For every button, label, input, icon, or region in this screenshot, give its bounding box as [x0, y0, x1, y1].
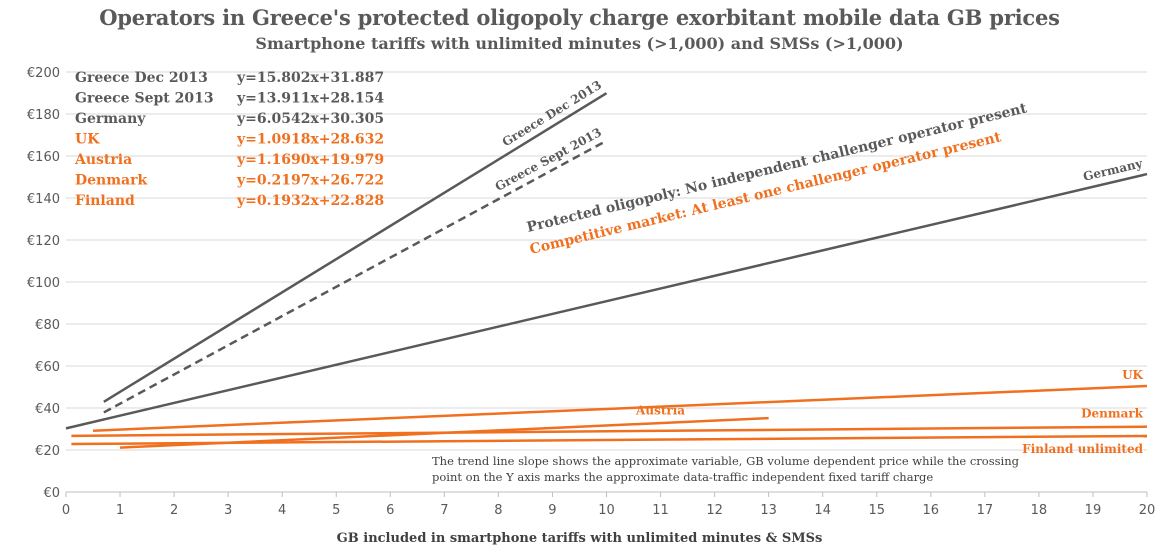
equation-formula: y=6.0542x+30.305: [236, 111, 384, 127]
equation-name: Denmark: [75, 173, 147, 189]
x-tick-label: 12: [706, 503, 723, 518]
series-line-greece-sept-2013: [103, 139, 608, 414]
y-tick-label: €60: [35, 360, 60, 375]
equation-formula: y=1.0918x+28.632: [236, 132, 384, 148]
explanatory-note-line: point on the Y axis marks the approximat…: [432, 470, 933, 484]
series-label: UK: [1122, 368, 1143, 382]
x-tick-label: 13: [760, 503, 777, 518]
chart-subtitle: Smartphone tariffs with unlimited minute…: [255, 34, 904, 53]
equation-formula: y=1.1690x+19.979: [236, 152, 384, 168]
equation-name: Austria: [74, 152, 132, 168]
y-tick-label: €180: [27, 108, 60, 123]
x-tick-label: 9: [548, 503, 556, 518]
x-tick-label: 10: [598, 503, 615, 518]
market-annotation: Competitive market: At least one challen…: [528, 129, 1003, 258]
series-label: Finland unlimited: [1022, 442, 1143, 456]
x-tick-label: 19: [1085, 503, 1102, 518]
equation-formula: y=13.911x+28.154: [236, 91, 384, 107]
y-tick-label: €100: [27, 276, 60, 291]
x-tick-label: 20: [1139, 503, 1156, 518]
chart-title: Operators in Greece's protected oligopol…: [99, 5, 1060, 30]
y-tick-label: €40: [35, 402, 60, 417]
series-label: Germany: [1082, 156, 1145, 184]
equation-formula: y=0.2197x+26.722: [236, 173, 384, 189]
equation-name: Greece Dec 2013: [75, 70, 208, 86]
series-line-finland: [71, 434, 1148, 446]
x-tick-label: 6: [386, 503, 394, 518]
y-tick-label: €20: [35, 444, 60, 459]
equation-formula: y=15.802x+31.887: [236, 70, 384, 86]
market-annotation: Protected oligopoly: No independent chal…: [525, 100, 1029, 236]
series-label: Denmark: [1081, 407, 1144, 421]
series-line-greece-dec-2013: [103, 92, 608, 403]
equation-name: Finland: [75, 193, 135, 209]
equation-formula: y=0.1932x+22.828: [236, 193, 384, 209]
x-axis-label: GB included in smartphone tariffs with u…: [336, 531, 823, 546]
x-tick-label: 15: [868, 503, 885, 518]
x-tick-label: 2: [170, 503, 178, 518]
y-tick-label: €140: [27, 192, 60, 207]
x-tick-label: 16: [923, 503, 940, 518]
x-tick-label: 0: [62, 503, 70, 518]
y-tick-label: €80: [35, 318, 60, 333]
equation-name: Germany: [75, 111, 146, 127]
series-label: Austria: [635, 403, 685, 417]
x-tick-label: 7: [440, 503, 448, 518]
series-line-denmark: [71, 425, 1148, 438]
equation-name: Greece Sept 2013: [75, 91, 214, 107]
x-tick-label: 11: [652, 503, 669, 518]
x-tick-label: 4: [278, 503, 286, 518]
x-tick-label: 17: [977, 503, 994, 518]
y-tick-label: €120: [27, 234, 60, 249]
x-tick-label: 8: [494, 503, 502, 518]
y-tick-label: €200: [27, 66, 60, 81]
y-tick-label: €160: [27, 150, 60, 165]
x-tick-label: 5: [332, 503, 340, 518]
equation-name: UK: [75, 132, 100, 148]
y-tick-label: €0: [43, 486, 60, 501]
x-tick-label: 3: [224, 503, 232, 518]
x-tick-label: 1: [116, 503, 124, 518]
series-line-germany: [65, 172, 1148, 430]
explanatory-note-line: The trend line slope shows the approxima…: [432, 454, 1020, 468]
series-line-uk: [92, 384, 1148, 432]
x-tick-label: 18: [1031, 503, 1048, 518]
x-tick-label: 14: [814, 503, 831, 518]
